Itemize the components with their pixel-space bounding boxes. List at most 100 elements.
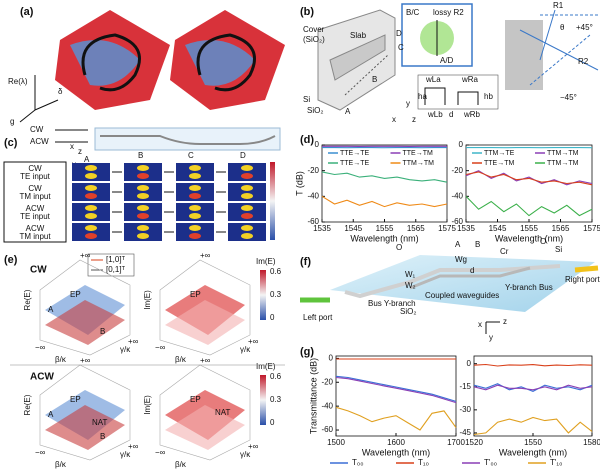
tick-label: +∞	[80, 251, 91, 260]
waveguides	[424, 87, 479, 105]
panel-f: Left port Right port Bus Y-branch Couple…	[300, 237, 600, 342]
legend-label: TTM→TM	[403, 160, 435, 167]
mode-image	[72, 183, 110, 201]
series-line	[335, 406, 457, 431]
loop-arrow	[81, 33, 141, 92]
waveguide	[409, 266, 531, 290]
cut-line	[344, 54, 389, 96]
tick-label: −∞	[35, 448, 46, 457]
tick-label: +∞	[128, 337, 139, 346]
arrow	[574, 265, 599, 273]
x-tick-label: 1535	[313, 224, 331, 233]
legend-label: TTE→TE	[340, 160, 369, 167]
mode-image	[176, 203, 214, 221]
surface	[70, 40, 140, 86]
series-line	[473, 384, 593, 391]
panel-a: Re(λ) δ g	[8, 10, 285, 126]
x-tick-label: 1555	[376, 224, 394, 233]
mode-image	[124, 183, 162, 201]
series-line	[473, 416, 593, 436]
x-tick-label: 1575	[583, 224, 600, 233]
surface-plots: Re(E)β/κγ/κ+∞−∞+∞EPABIm(E)β/κγ/κ+∞−∞+∞EP…	[10, 251, 285, 469]
label: x	[70, 142, 74, 151]
label: B	[475, 240, 480, 249]
surface	[165, 405, 245, 450]
label: x	[392, 115, 396, 124]
panel-label: (a)	[20, 6, 34, 18]
axis-label: γ/κ	[120, 450, 131, 459]
axis-label: γ/κ	[240, 345, 251, 354]
y-tick-label: -20	[307, 166, 319, 175]
axis-label: β/κ	[55, 460, 67, 469]
mode-spot	[189, 165, 201, 171]
mode-spot	[85, 193, 97, 199]
mode-image	[176, 163, 214, 181]
y-axis-label: Transmittance (dB)	[308, 358, 318, 434]
mode-image	[228, 163, 266, 181]
axis-label: Re(E)	[23, 394, 32, 415]
label: B	[138, 151, 143, 160]
axis-label: Re(E)	[23, 289, 32, 310]
x-axis-label: Wavelength (nm)	[495, 233, 563, 243]
surface	[45, 300, 125, 345]
mode-spot	[241, 213, 253, 219]
label: d	[470, 266, 474, 275]
legend-label: TTM→TE	[484, 150, 515, 157]
label: SiO₂	[400, 307, 416, 316]
mode-spot	[85, 173, 97, 179]
label: Cr	[500, 247, 509, 256]
mode-spot	[137, 193, 149, 199]
label: B/C	[406, 8, 420, 17]
panel-label: (c)	[4, 137, 18, 149]
tick-label: −∞	[155, 448, 166, 457]
mode-spot	[241, 225, 253, 231]
mode-spot	[189, 185, 201, 191]
mode-image	[124, 223, 162, 241]
charts: 1535 1545 1555 1565 1575 0 -20 -40 -60 TTE→TE TTE→…	[294, 140, 600, 467]
axis-label: β/κ	[175, 355, 187, 364]
mode-spot	[137, 173, 149, 179]
axis-label: γ/κ	[120, 345, 131, 354]
label: Bus Y-branch	[368, 299, 416, 308]
label: y	[489, 333, 493, 342]
panel-b: Cover (SiO₂) Slab Si SiO₂ A B C D B/C lo…	[303, 1, 599, 124]
mode-spot	[137, 165, 149, 171]
mode-image	[228, 183, 266, 201]
axis-label: Im(E)	[143, 395, 152, 415]
label: O	[396, 243, 402, 252]
x-tick-label: 1600	[387, 438, 405, 447]
axis-label: δ	[58, 87, 63, 96]
label: wRa	[461, 75, 479, 84]
legend-label: T'₀₀	[484, 458, 497, 467]
label: θ	[560, 23, 565, 32]
label: D	[396, 29, 402, 38]
mode-spot	[137, 225, 149, 231]
label: C	[398, 43, 404, 52]
cross-section	[417, 74, 499, 110]
colorbar	[270, 162, 275, 240]
tick-label: +∞	[200, 251, 211, 260]
annotation: NAT	[215, 408, 231, 417]
surface	[185, 40, 255, 86]
label: z	[78, 147, 82, 156]
label: ha	[418, 92, 427, 101]
x-axis-label: Wavelength (nm)	[362, 447, 430, 457]
mode-image	[124, 203, 162, 221]
label: R1	[553, 1, 564, 10]
mode-spot	[85, 205, 97, 211]
label: Cover	[303, 25, 325, 34]
panel-label: (g)	[300, 346, 314, 358]
colorbar-tick: 0.6	[270, 267, 282, 276]
axis-label: g	[10, 117, 14, 126]
loop-arrow	[196, 33, 256, 92]
x-tick-label: 1545	[344, 224, 362, 233]
label: Si	[303, 95, 310, 104]
label: wRb	[463, 110, 481, 119]
label: Coupled waveguides	[425, 291, 499, 300]
colorbar-title: Im(E)	[256, 257, 276, 266]
axis-label: β/κ	[175, 460, 187, 469]
panel-label: (f)	[300, 256, 311, 268]
label: +45°	[576, 23, 593, 32]
series-line	[321, 171, 448, 183]
